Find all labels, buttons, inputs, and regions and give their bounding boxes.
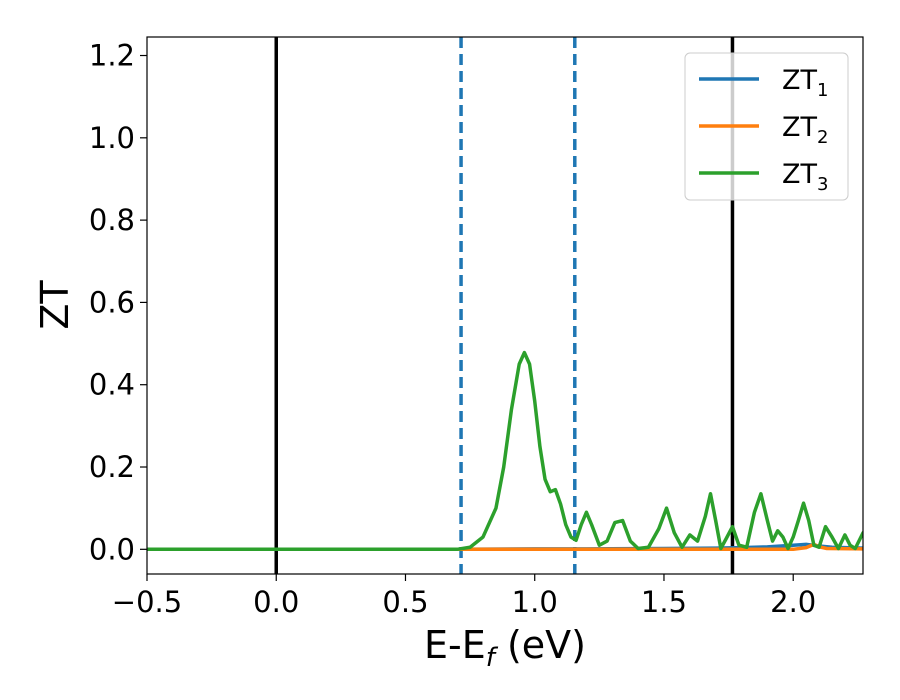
legend-label-2: ZT2	[782, 112, 828, 148]
legend-label-subscript: 2	[817, 127, 828, 148]
x-tick-label: 2.0	[770, 585, 816, 619]
x-axis-label-main: E-E	[424, 623, 486, 667]
x-tick-label: −0.5	[112, 585, 182, 619]
y-tick-label: 1.2	[89, 39, 135, 73]
x-axis-label-tail: (eV)	[495, 623, 586, 667]
y-axis-label: ZT	[33, 280, 77, 330]
legend-box	[684, 52, 849, 201]
x-tick-label: 1.5	[641, 585, 687, 619]
axes: −0.5 0.0 0.5 1.0 1.5 2.0 0.0 0.2 0.4 0.6 0.8 1.0 1.2	[89, 36, 864, 619]
y-tick-label: 1.0	[89, 121, 135, 155]
x-tick-label: 0.5	[382, 585, 428, 619]
y-tick-label: 0.4	[89, 368, 135, 402]
x-tick-label: 0.0	[253, 585, 299, 619]
y-tick-label: 0.0	[89, 532, 135, 566]
y-tick-label: 0.2	[89, 450, 135, 484]
legend-label-base: ZT	[782, 65, 817, 96]
legend-label-1: ZT1	[782, 65, 828, 101]
legend-label-subscript: 3	[817, 174, 828, 195]
y-tick-label: 0.6	[89, 285, 135, 319]
legend-label-base: ZT	[782, 112, 817, 143]
x-axis-label: E-Ef (eV)	[424, 623, 586, 673]
legend-label-3: ZT3	[782, 159, 828, 195]
x-tick-label: 1.0	[512, 585, 558, 619]
legend-label-base: ZT	[782, 159, 817, 190]
legend-label-subscript: 1	[817, 80, 828, 101]
y-tick-label: 0.8	[89, 203, 135, 237]
series-line-3	[147, 350, 863, 552]
axes-frame	[146, 36, 864, 575]
